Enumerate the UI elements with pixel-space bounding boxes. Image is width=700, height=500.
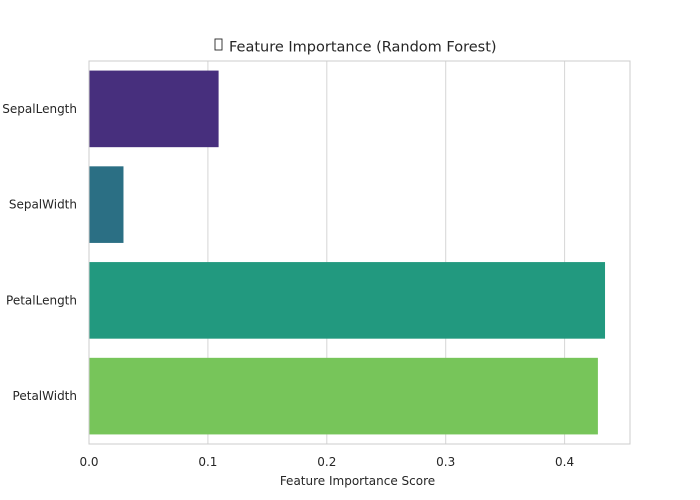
x-axis-label: Feature Importance Score (280, 474, 435, 488)
missing-glyph-icon (214, 38, 223, 51)
y-tick-labels: SepalLength SepalWidth PetalLength PetalWid… (2, 102, 77, 403)
x-tick-label-2: 0.2 (317, 455, 336, 469)
x-tick-labels: 0.0 0.1 0.2 0.3 0.4 (79, 455, 574, 469)
x-tick-label-0: 0.0 (79, 455, 98, 469)
bar-sepallength (89, 70, 219, 148)
y-tick-label-petallength: PetalLength (6, 293, 77, 307)
bar-sepalwidth (89, 166, 124, 243)
x-tick-label-4: 0.4 (555, 455, 574, 469)
chart-title-group: Feature Importance (Random Forest) (214, 38, 497, 56)
y-tick-label-sepallength: SepalLength (2, 102, 77, 116)
y-tick-label-petalwidth: PetalWidth (13, 389, 77, 403)
x-tick-label-3: 0.3 (436, 455, 455, 469)
plot-frame (88, 60, 631, 445)
x-tick-label-1: 0.1 (198, 455, 217, 469)
bars (89, 70, 606, 435)
bar-petalwidth (89, 357, 598, 435)
bar-petallength (89, 262, 606, 339)
y-tick-label-sepalwidth: SepalWidth (9, 198, 77, 212)
chart-title: Feature Importance (Random Forest) (229, 40, 497, 56)
